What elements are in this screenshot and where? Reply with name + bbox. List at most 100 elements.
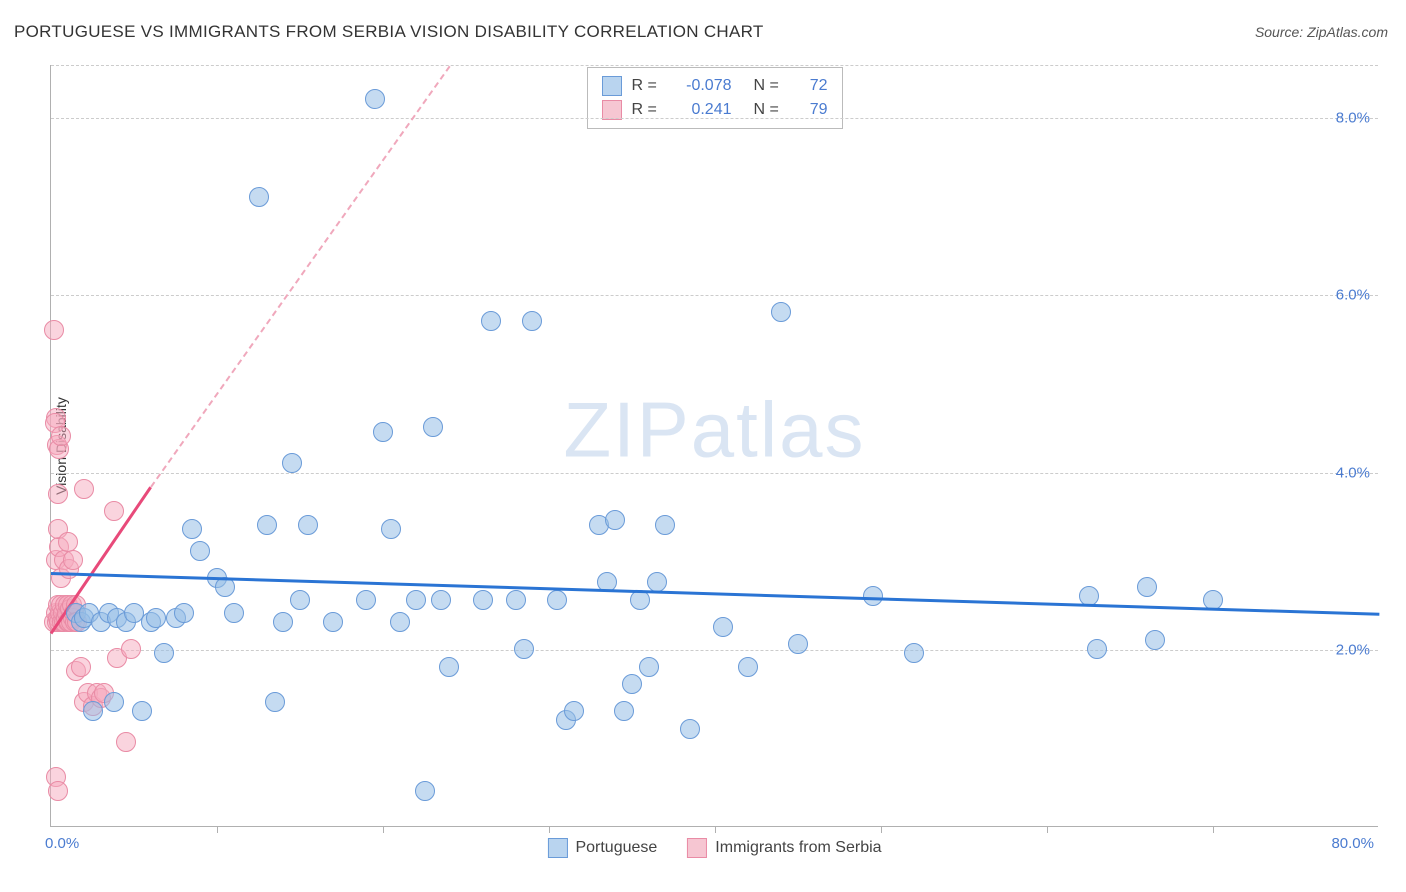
scatter-point-serbia <box>51 426 71 446</box>
scatter-point-portuguese <box>647 572 667 592</box>
watermark-zip: ZIP <box>563 386 690 474</box>
gridline-h <box>51 65 1378 66</box>
scatter-point-portuguese <box>381 519 401 539</box>
scatter-point-portuguese <box>104 692 124 712</box>
plot-area: ZIPatlas R =-0.078N =72R =0.241N =79 Por… <box>50 65 1378 827</box>
scatter-point-serbia <box>63 550 83 570</box>
scatter-point-serbia <box>48 484 68 504</box>
scatter-point-serbia <box>44 320 64 340</box>
scatter-point-portuguese <box>83 701 103 721</box>
scatter-point-portuguese <box>1137 577 1157 597</box>
legend-swatch <box>602 76 622 96</box>
correlation-legend: R =-0.078N =72R =0.241N =79 <box>587 67 843 129</box>
legend-swatch <box>687 838 707 858</box>
x-tick-mark <box>881 826 882 833</box>
scatter-point-portuguese <box>564 701 584 721</box>
scatter-point-portuguese <box>738 657 758 677</box>
scatter-point-portuguese <box>1145 630 1165 650</box>
scatter-point-portuguese <box>473 590 493 610</box>
scatter-point-portuguese <box>224 603 244 623</box>
scatter-point-portuguese <box>132 701 152 721</box>
scatter-point-portuguese <box>290 590 310 610</box>
scatter-point-portuguese <box>282 453 302 473</box>
gridline-h <box>51 118 1378 119</box>
scatter-point-portuguese <box>1087 639 1107 659</box>
scatter-point-portuguese <box>323 612 343 632</box>
scatter-point-portuguese <box>514 639 534 659</box>
scatter-point-portuguese <box>257 515 277 535</box>
legend-r-value: -0.078 <box>676 74 732 98</box>
scatter-point-portuguese <box>614 701 634 721</box>
scatter-point-portuguese <box>680 719 700 739</box>
correlation-legend-row: R =-0.078N =72 <box>602 74 828 98</box>
scatter-point-portuguese <box>390 612 410 632</box>
scatter-point-serbia <box>121 639 141 659</box>
series-legend-item: Portuguese <box>547 838 657 858</box>
scatter-point-portuguese <box>655 515 675 535</box>
scatter-point-portuguese <box>356 590 376 610</box>
scatter-point-serbia <box>74 479 94 499</box>
x-tick-mark <box>549 826 550 833</box>
legend-swatch <box>602 100 622 120</box>
scatter-point-portuguese <box>146 608 166 628</box>
scatter-point-portuguese <box>771 302 791 322</box>
series-legend-item: Immigrants from Serbia <box>687 838 881 858</box>
y-tick-label: 6.0% <box>1336 287 1370 304</box>
scatter-point-portuguese <box>904 643 924 663</box>
y-tick-label: 8.0% <box>1336 110 1370 127</box>
scatter-point-portuguese <box>522 311 542 331</box>
scatter-point-serbia <box>71 657 91 677</box>
source-attribution: Source: ZipAtlas.com <box>1255 24 1388 40</box>
scatter-point-portuguese <box>373 422 393 442</box>
scatter-point-portuguese <box>863 586 883 606</box>
scatter-point-portuguese <box>298 515 318 535</box>
x-tick-mark <box>715 826 716 833</box>
scatter-point-portuguese <box>639 657 659 677</box>
trendline <box>150 65 450 487</box>
scatter-point-portuguese <box>547 590 567 610</box>
scatter-point-portuguese <box>431 590 451 610</box>
x-tick-label: 0.0% <box>45 835 79 852</box>
scatter-point-portuguese <box>439 657 459 677</box>
series-legend-label: Immigrants from Serbia <box>715 839 881 857</box>
y-tick-label: 2.0% <box>1336 641 1370 658</box>
series-legend-label: Portuguese <box>575 839 657 857</box>
x-tick-mark <box>1213 826 1214 833</box>
scatter-point-portuguese <box>605 510 625 530</box>
legend-r-label: R = <box>632 74 666 98</box>
y-tick-label: 4.0% <box>1336 464 1370 481</box>
scatter-point-serbia <box>48 781 68 801</box>
gridline-h <box>51 650 1378 651</box>
scatter-point-portuguese <box>406 590 426 610</box>
scatter-point-portuguese <box>415 781 435 801</box>
trendline <box>51 572 1379 616</box>
legend-n-value: 72 <box>798 74 828 98</box>
x-tick-mark <box>1047 826 1048 833</box>
scatter-point-portuguese <box>365 89 385 109</box>
scatter-point-portuguese <box>713 617 733 637</box>
scatter-point-portuguese <box>273 612 293 632</box>
scatter-point-portuguese <box>249 187 269 207</box>
scatter-point-portuguese <box>265 692 285 712</box>
scatter-point-serbia <box>116 732 136 752</box>
scatter-point-portuguese <box>622 674 642 694</box>
chart-container: PORTUGUESE VS IMMIGRANTS FROM SERBIA VIS… <box>0 0 1406 892</box>
watermark: ZIPatlas <box>563 385 865 476</box>
x-tick-mark <box>383 826 384 833</box>
scatter-point-portuguese <box>481 311 501 331</box>
scatter-point-portuguese <box>182 519 202 539</box>
scatter-point-serbia <box>104 501 124 521</box>
series-legend: Portuguese Immigrants from Serbia <box>547 838 881 858</box>
scatter-point-portuguese <box>506 590 526 610</box>
legend-swatch <box>547 838 567 858</box>
scatter-point-portuguese <box>190 541 210 561</box>
scatter-point-portuguese <box>423 417 443 437</box>
scatter-point-portuguese <box>154 643 174 663</box>
x-tick-mark <box>217 826 218 833</box>
x-tick-label: 80.0% <box>1331 835 1374 852</box>
watermark-atlas: atlas <box>691 386 866 474</box>
chart-title: PORTUGUESE VS IMMIGRANTS FROM SERBIA VIS… <box>14 22 764 42</box>
gridline-h <box>51 473 1378 474</box>
scatter-point-portuguese <box>174 603 194 623</box>
gridline-h <box>51 295 1378 296</box>
